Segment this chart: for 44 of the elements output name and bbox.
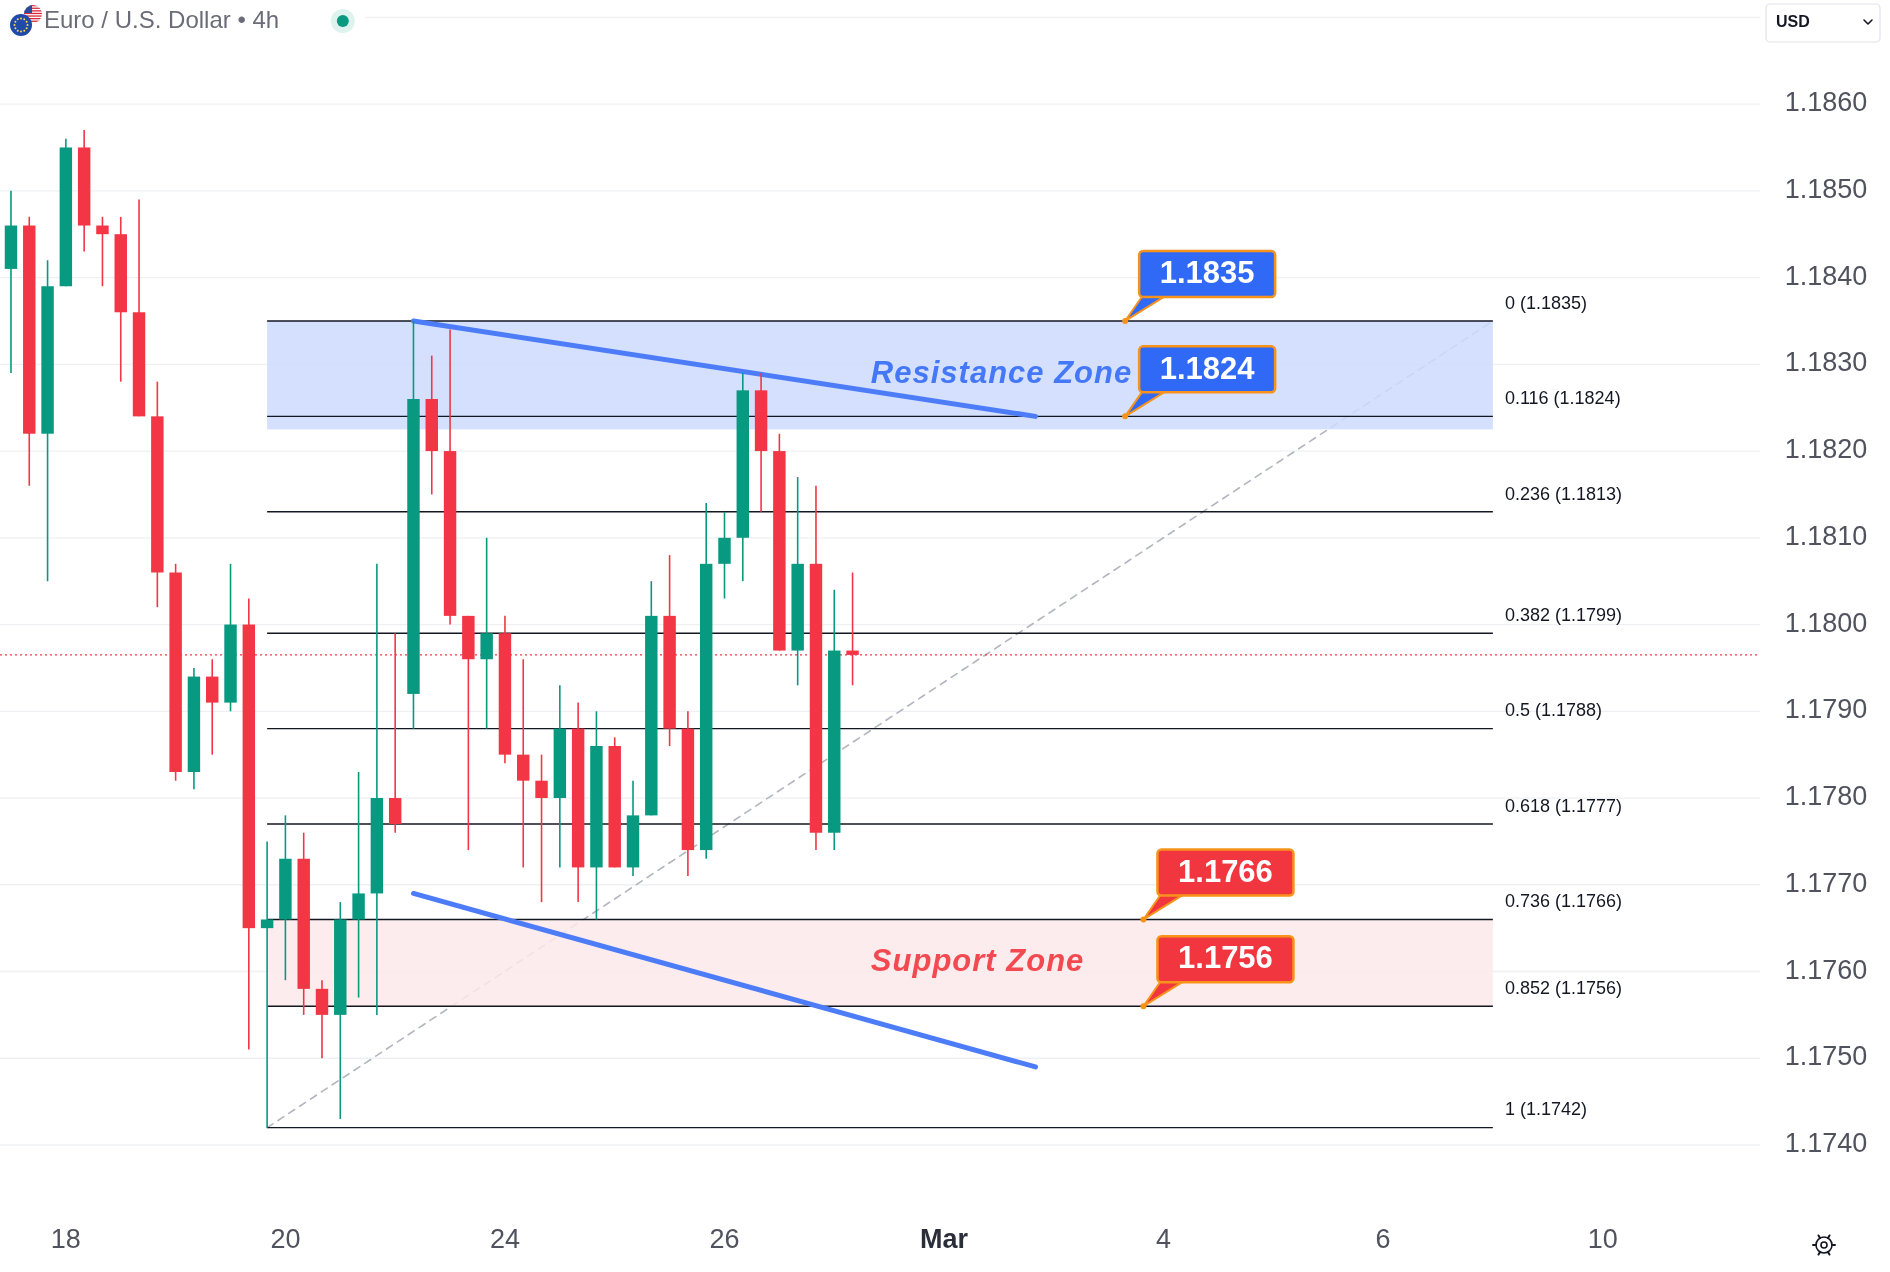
x-tick-label: Mar (920, 1224, 969, 1255)
candlestick (260, 840, 274, 1129)
dropdown-field: USD (1765, 3, 1881, 43)
y-tick-label: 1.1770 (1784, 867, 1868, 898)
y-tick-label: 1.1840 (1784, 260, 1868, 291)
y-tick-label: 1.1780 (1784, 781, 1868, 812)
annotation: 1.1835 (1159, 255, 1255, 291)
y-tick-label: 1.1790 (1784, 694, 1868, 725)
x-tick-label: 10 (1587, 1224, 1618, 1255)
x-tick-label: 20 (270, 1224, 301, 1255)
y-tick-label: 1.1800 (1784, 607, 1868, 638)
x-tick-label: 4 (1156, 1224, 1172, 1255)
y-tick-label: 1.1760 (1784, 954, 1868, 985)
ref-line-label: 0.618 (1.1777) (1504, 795, 1622, 816)
candlestick (352, 771, 365, 999)
y-tick-label: 1.1830 (1784, 347, 1868, 378)
ref-line-label: 0.5 (1.1788) (1504, 700, 1602, 721)
x-tick-label: 24 (489, 1224, 520, 1255)
y-tick-label: 1.1820 (1784, 434, 1868, 465)
callout: 1.1766 (1140, 848, 1295, 923)
ref-line-label: 0.116 (1.1824) (1504, 388, 1621, 409)
chart-title: Euro / U.S. Dollar • 4h (44, 6, 280, 34)
y-tick-label: 1.1750 (1784, 1041, 1868, 1072)
x-tick-label: 26 (709, 1224, 740, 1255)
annotation: 1.1766 (1178, 853, 1273, 889)
ref-line-label: 1 (1.1742) (1504, 1099, 1587, 1120)
callout: 1.1835 (1122, 249, 1277, 324)
annotation: 1.1756 (1178, 940, 1273, 976)
x-tick-label: 18 (50, 1224, 81, 1255)
band-label: Support Zone (870, 943, 1085, 979)
ref-line-label: 0 (1.1835) (1504, 292, 1587, 313)
y-tick-label: 1.1850 (1784, 173, 1868, 204)
x-tick-label: 6 (1375, 1224, 1391, 1255)
candlestick (535, 753, 548, 903)
y-tick-label: 1.1810 (1784, 520, 1868, 551)
annotation: 1.1824 (1159, 350, 1256, 386)
callout: 1.1756 (1140, 934, 1295, 1010)
ref-line-label: 0.736 (1.1766) (1504, 891, 1622, 912)
ref-line-label: 0.236 (1.1813) (1504, 483, 1622, 504)
candlestick (96, 216, 109, 288)
ref-line-label: 0.852 (1.1756) (1504, 977, 1622, 998)
ref-line-label: 0.382 (1.1799) (1504, 604, 1622, 625)
y-tick-label: 1.1740 (1784, 1128, 1868, 1159)
y-tick-label: 1.1860 (1784, 87, 1868, 118)
